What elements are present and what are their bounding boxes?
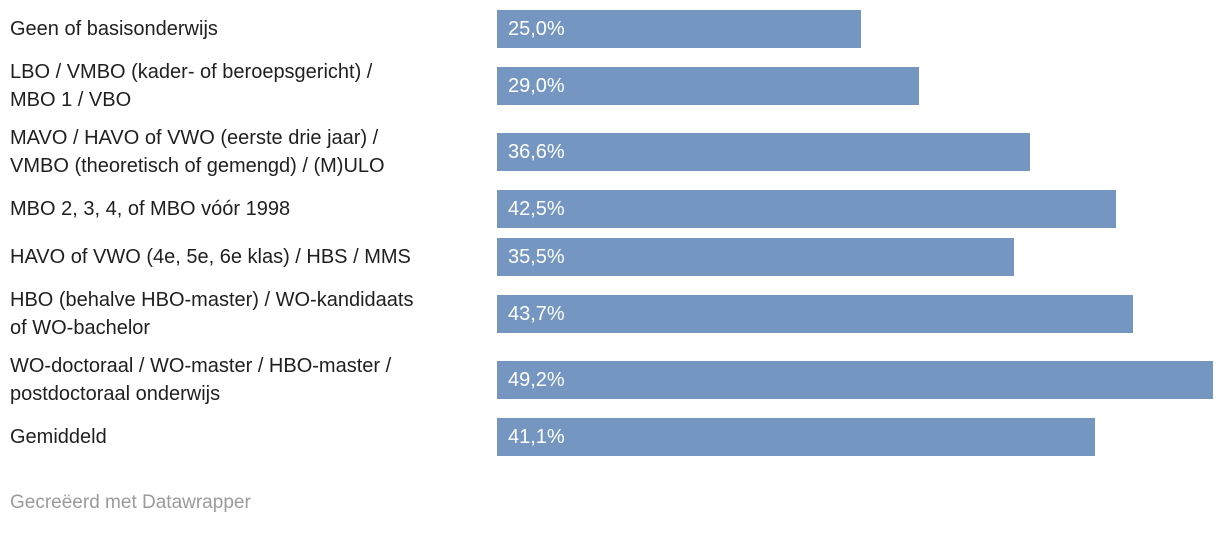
bar-area: 41,1% [497,418,1220,456]
category-label: Gemiddeld [10,426,107,448]
bar-value-label: 35,5% [508,246,565,268]
bar: 29,0% [497,67,919,105]
datawrapper-credit: Gecreëerd met Datawrapper [10,492,251,513]
bar-value-label: 49,2% [508,369,565,391]
bar: 42,5% [497,190,1116,228]
category-label: WO-doctoraal / WO-master / HBO-master / … [10,355,392,405]
category-label: MAVO / HAVO of VWO (eerste drie jaar) / … [10,127,385,177]
bar: 43,7% [497,295,1133,333]
bar-area: 49,2% [497,361,1220,399]
bar-row: Geen of basisonderwijs 25,0% [0,10,1220,48]
category-label: MBO 2, 3, 4, of MBO vóór 1998 [10,198,291,220]
category-label: LBO / VMBO (kader- of beroepsgericht) / … [10,61,373,111]
bar-row: WO-doctoraal / WO-master / HBO-master / … [0,352,1220,408]
bar-area: 35,5% [497,238,1220,276]
category-label: Geen of basisonderwijs [10,18,218,40]
bar-row: MBO 2, 3, 4, of MBO vóór 1998 42,5% [0,190,1220,228]
bar: 35,5% [497,238,1014,276]
bar-row: Gemiddeld 41,1% [0,418,1220,456]
bar-area: 36,6% [497,133,1220,171]
bar-value-label: 43,7% [508,303,565,325]
bar-row: HBO (behalve HBO-master) / WO-kandidaats… [0,286,1220,342]
bar-value-label: 42,5% [508,198,565,220]
bar-area: 25,0% [497,10,1220,48]
chart-rows: Geen of basisonderwijs 25,0% LBO / VMBO … [0,10,1220,456]
bar: 49,2% [497,361,1213,399]
bar-row: MAVO / HAVO of VWO (eerste drie jaar) / … [0,124,1220,180]
bar-value-label: 41,1% [508,426,565,448]
bar-row: LBO / VMBO (kader- of beroepsgericht) / … [0,58,1220,114]
bar-row: HAVO of VWO (4e, 5e, 6e klas) / HBS / MM… [0,238,1220,276]
bar-value-label: 36,6% [508,141,565,163]
category-label: HBO (behalve HBO-master) / WO-kandidaats… [10,289,414,339]
bar-area: 43,7% [497,295,1220,333]
bar: 36,6% [497,133,1030,171]
bar-value-label: 25,0% [508,18,565,40]
bar-value-label: 29,0% [508,75,565,97]
bar-area: 42,5% [497,190,1220,228]
bar: 25,0% [497,10,861,48]
category-label: HAVO of VWO (4e, 5e, 6e klas) / HBS / MM… [10,246,411,268]
bar-area: 29,0% [497,67,1220,105]
bar: 41,1% [497,418,1096,456]
